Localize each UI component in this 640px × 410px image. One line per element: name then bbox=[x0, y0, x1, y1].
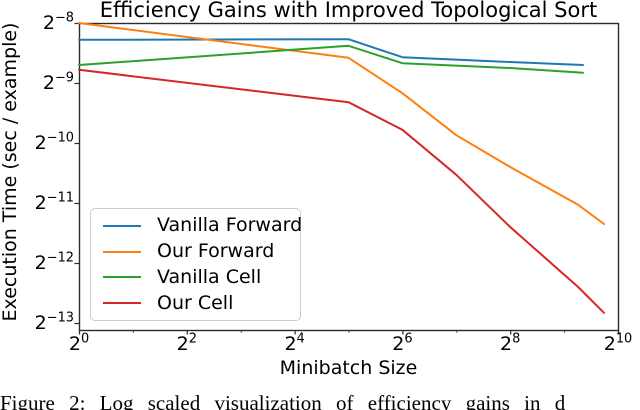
x-tick-label: 210 bbox=[603, 331, 633, 355]
x-tick-label: 24 bbox=[284, 331, 305, 355]
series-line-vanilla-forward bbox=[78, 38, 584, 66]
legend-item-our-forward: Our Forward bbox=[91, 242, 300, 261]
legend-label: Our Cell bbox=[157, 291, 234, 314]
figure-caption: Figure 2: Log scaled visualization of ef… bbox=[0, 391, 566, 410]
legend-item-vanilla-cell: Vanilla Cell bbox=[91, 265, 300, 288]
x-axis-label: Minibatch Size bbox=[279, 357, 418, 379]
legend-item-vanilla-forward: Vanilla Forward bbox=[91, 214, 303, 237]
legend-line-sample-vanilla-forward bbox=[103, 224, 141, 227]
legend-label: Vanilla Forward bbox=[157, 214, 303, 237]
legend-label: Vanilla Cell bbox=[157, 265, 262, 288]
x-tick-label: 28 bbox=[500, 331, 521, 355]
x-tick-label: 22 bbox=[176, 331, 197, 355]
y-tick-label: 2−12 bbox=[34, 250, 74, 274]
y-axis-label: Execution Time (sec / example) bbox=[0, 22, 21, 322]
y-tick-label: 2−11 bbox=[34, 190, 74, 214]
legend-label: Our Forward bbox=[157, 240, 275, 263]
y-tick-label: 2−10 bbox=[34, 130, 74, 154]
legend: Vanilla Forward Our Forward Vanilla Cell Ou… bbox=[90, 208, 303, 321]
y-tick-label: 2−9 bbox=[42, 70, 74, 94]
legend-line-sample-our-forward bbox=[103, 250, 141, 253]
series-line-vanilla-cell bbox=[78, 44, 584, 74]
y-tick-label: 2−13 bbox=[34, 310, 74, 334]
legend-item-our-cell: Our Cell bbox=[91, 291, 300, 314]
series-line-our-cell bbox=[78, 68, 605, 314]
legend-line-sample-vanilla-cell bbox=[103, 276, 141, 279]
chart-title: Efficiency Gains with Improved Topologic… bbox=[99, 0, 598, 22]
y-tick-label: 2−8 bbox=[42, 10, 74, 34]
x-tick-label: 20 bbox=[68, 331, 90, 355]
x-tick-label: 26 bbox=[392, 331, 413, 355]
series-line-our-forward bbox=[78, 22, 605, 225]
legend-line-sample-our-cell bbox=[103, 302, 141, 305]
